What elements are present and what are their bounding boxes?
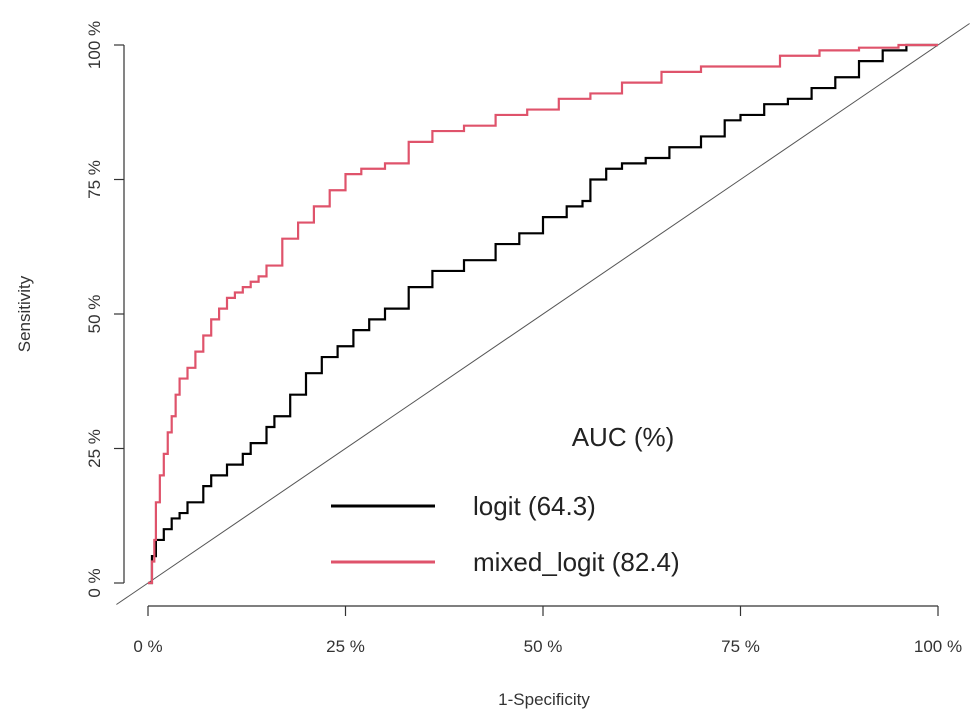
x-tick-label: 25 % <box>326 637 365 656</box>
y-tick-label: 0 % <box>85 568 104 597</box>
reference-diagonal-line <box>116 23 970 605</box>
legend: AUC (%) logit (64.3) mixed_logit (82.4) <box>331 422 680 577</box>
y-tick-label: 25 % <box>85 429 104 468</box>
plot-area: 0 % 25 % 50 % 75 % 100 % 0 % 25 % 50 % 75 % 100 % <box>85 21 970 656</box>
legend-label-logit: logit (64.3) <box>473 491 596 521</box>
x-axis-title: 1-Specificity <box>498 690 590 709</box>
x-tick-label: 0 % <box>133 637 162 656</box>
x-tick-label: 100 % <box>914 637 962 656</box>
y-tick-label: 75 % <box>85 160 104 199</box>
y-axis-title: Sensitivity <box>15 275 34 352</box>
legend-title: AUC (%) <box>572 422 675 452</box>
x-tick-label: 50 % <box>524 637 563 656</box>
x-tick-label: 75 % <box>721 637 760 656</box>
y-tick-label: 50 % <box>85 295 104 334</box>
legend-label-mixed-logit: mixed_logit (82.4) <box>473 547 680 577</box>
series-line-mixed-logit <box>148 43 938 585</box>
y-tick-label: 100 % <box>85 21 104 69</box>
series-line-logit <box>148 43 938 585</box>
